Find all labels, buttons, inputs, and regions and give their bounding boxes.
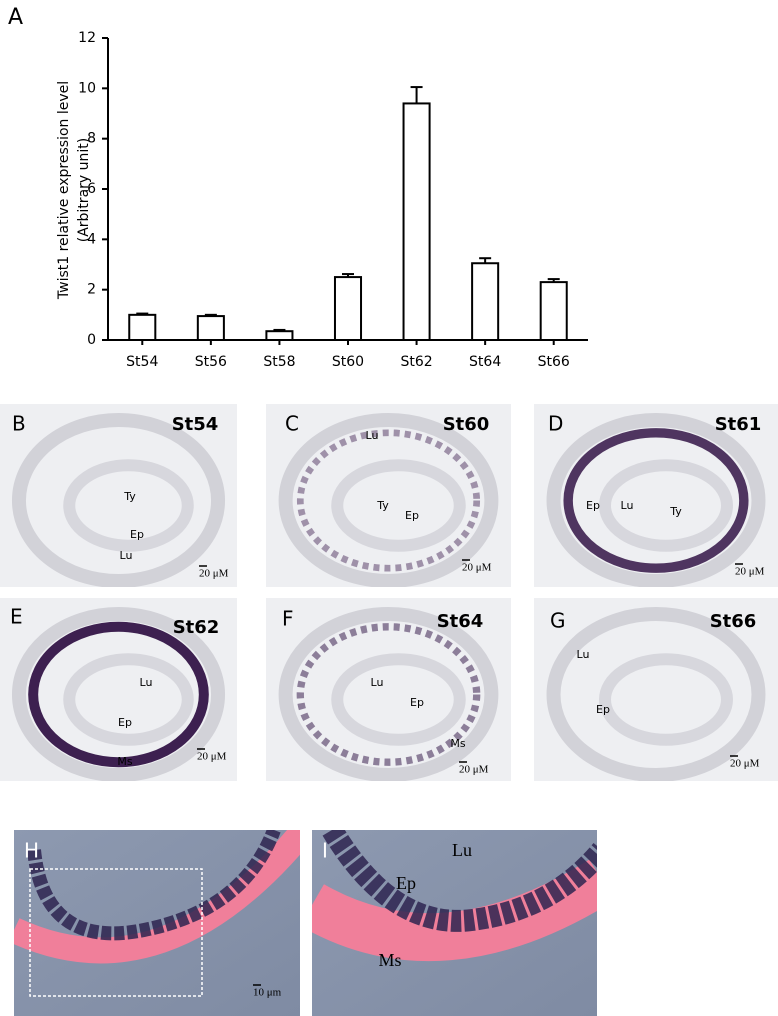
tissue-inner (63, 653, 194, 746)
panel-letter: H (24, 839, 39, 863)
tissue-label: Lu (452, 840, 472, 860)
panel-letter: G (550, 609, 566, 633)
tissue-inner (331, 653, 466, 746)
tissue-label: Lu (120, 549, 133, 562)
staining (28, 621, 209, 768)
scale-label: 20 μM (735, 566, 765, 578)
tissue-label: Ep (118, 716, 132, 729)
panel-letter: F (282, 607, 294, 631)
x-tick-label: St62 (400, 354, 432, 370)
bar (539, 281, 568, 342)
micrograph-panel (0, 404, 237, 587)
epithelium-staining (322, 830, 597, 932)
panel-letter: E (10, 605, 23, 629)
panel-letter: D (548, 412, 563, 436)
y-tick-label: 10 (78, 80, 96, 96)
tissue-label: Ty (376, 499, 389, 512)
tissue-label: Ms (450, 737, 465, 750)
micrograph-panel (266, 404, 511, 587)
x-tick-label: St56 (195, 354, 227, 370)
epithelium-staining (27, 830, 281, 941)
inset-box (29, 868, 203, 997)
panel-letter: B (12, 412, 26, 436)
scale-label: 20 μM (462, 562, 492, 574)
stage-label: St66 (710, 611, 757, 632)
staining (563, 428, 749, 573)
micrograph-panel (312, 830, 597, 1016)
x-tick-label: St54 (126, 354, 158, 370)
tissue-label: Lu (577, 648, 590, 661)
tissue-inner (599, 653, 733, 746)
tissue-label: Ep (410, 696, 424, 709)
tissue-label: Ep (586, 499, 600, 512)
tissue-label: Lu (366, 429, 379, 442)
tissue-label: Ty (123, 490, 136, 503)
bar (471, 262, 500, 341)
panel-letter: C (285, 412, 299, 436)
stage-label: St62 (173, 617, 220, 638)
stage-label: St60 (443, 414, 490, 435)
y-tick-label: 0 (87, 332, 96, 348)
panel-letter: I (322, 839, 328, 863)
y-tick-label: 4 (87, 231, 96, 247)
tissue-label: Ep (596, 703, 610, 716)
bar (128, 313, 157, 342)
tissue-outer (278, 607, 499, 781)
tissue-label: Ep (396, 873, 416, 893)
tissue-label: Ep (130, 528, 144, 541)
tissue-label: Lu (621, 499, 634, 512)
stage-label: St64 (437, 611, 484, 632)
tissue-label: Lu (140, 676, 153, 689)
tissue-label: Ms (117, 755, 132, 768)
tissue-outer (11, 607, 226, 781)
scale-label: 20 μM (197, 751, 227, 763)
x-tick-label: St64 (469, 354, 501, 370)
scale-label: 10 μm (253, 987, 282, 999)
tissue-outer (11, 413, 226, 587)
y-tick-label: 2 (87, 282, 96, 298)
micrograph-panel (534, 404, 778, 587)
muscle-layer (312, 859, 597, 962)
bar (265, 330, 294, 342)
y-tick-label: 8 (87, 131, 96, 147)
tissue-label: Ty (669, 505, 682, 518)
micrograph-panel (534, 598, 778, 781)
x-tick-label: St66 (538, 354, 570, 370)
tissue-inner (63, 459, 194, 552)
micrograph-panel (0, 598, 237, 781)
bar (402, 102, 431, 341)
y-tick-label: 12 (78, 30, 96, 46)
stage-label: St54 (172, 414, 219, 435)
stage-label: St61 (715, 414, 762, 435)
x-tick-label: St58 (263, 354, 295, 370)
tissue-label: Lu (371, 676, 384, 689)
bar (333, 276, 363, 342)
y-tick-label: 6 (87, 181, 96, 197)
tissue-inner (599, 459, 733, 552)
x-tick-label: St60 (332, 354, 364, 370)
y-axis-label: (Arbitrary unit) (76, 138, 92, 242)
staining (296, 623, 481, 766)
bar (196, 315, 225, 342)
tissue-label: Ms (378, 950, 401, 970)
tissue-inner (331, 459, 466, 552)
scale-label: 20 μM (730, 758, 760, 770)
y-axis-label: Twist1 relative expression level (56, 81, 72, 300)
tissue-outer (546, 413, 766, 587)
tissue-outer (546, 607, 766, 781)
scale-label: 20 μM (199, 568, 229, 580)
tissue-outer (278, 413, 499, 587)
muscle-layer (14, 830, 300, 964)
micrograph-panel (266, 598, 511, 781)
tissue-label: Ep (405, 509, 419, 522)
staining (296, 429, 481, 572)
micrograph-panel (14, 830, 300, 1016)
panel-label: A (8, 5, 23, 30)
scale-label: 20 μM (459, 764, 489, 776)
